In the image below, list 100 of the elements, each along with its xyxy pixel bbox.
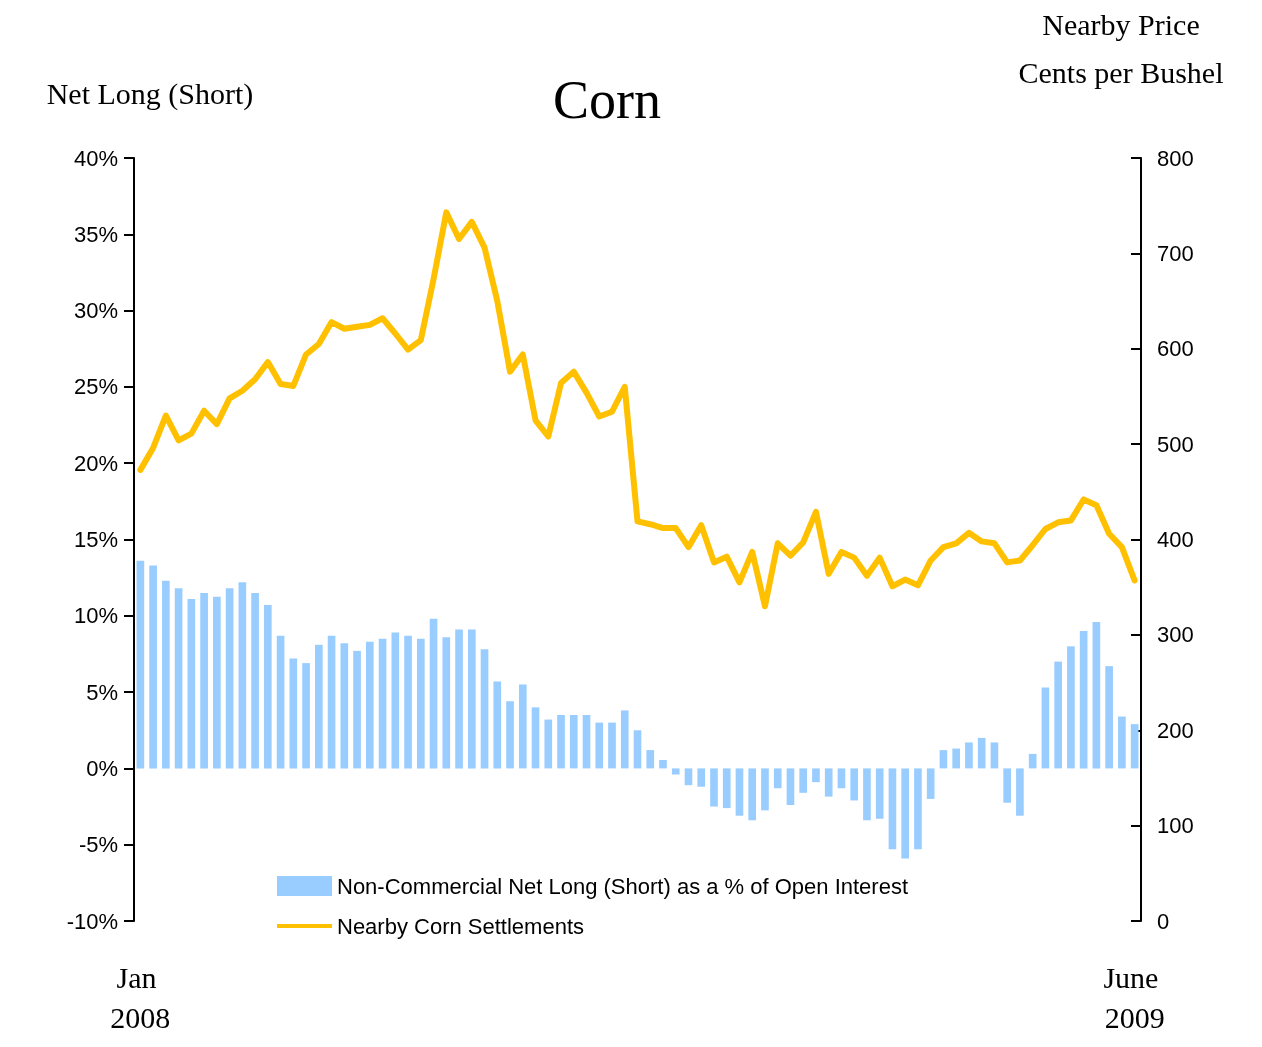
y2-tick-label: 600: [1157, 336, 1194, 362]
bar: [136, 560, 145, 769]
y2-tick-label: 300: [1157, 622, 1194, 648]
bar: [149, 565, 157, 769]
y-tick-label: 0%: [86, 755, 118, 781]
bar: [926, 768, 935, 799]
bar: [353, 650, 361, 769]
y-tick-label: -5%: [78, 832, 118, 858]
y2-tick-label: 200: [1157, 717, 1194, 743]
bar: [213, 596, 221, 769]
bar: [302, 663, 310, 769]
bar: [442, 637, 451, 769]
bar: [1054, 661, 1062, 769]
bar: [225, 588, 234, 769]
bar: [238, 582, 247, 769]
bar: [174, 588, 183, 769]
bar: [1079, 631, 1088, 769]
bar: [952, 748, 960, 769]
bar: [1105, 666, 1113, 769]
bar: [493, 681, 502, 769]
y-tick-label: 15%: [73, 527, 118, 552]
x-tick-label: June 2009: [1103, 960, 1166, 1034]
y2-tick-label: 500: [1157, 431, 1194, 457]
bar: [544, 719, 553, 769]
y2-tick-label: 800: [1157, 145, 1194, 171]
bar: [340, 643, 349, 769]
bar: [722, 768, 731, 809]
bar: [455, 629, 463, 769]
bar: [786, 768, 795, 806]
bar: [1016, 768, 1024, 816]
bar: [977, 737, 986, 769]
bar: [888, 768, 897, 850]
bar: [697, 768, 706, 787]
bar: [378, 638, 387, 769]
bar: [799, 768, 808, 793]
bar: [646, 750, 655, 769]
bar: [659, 760, 667, 769]
bar: [901, 768, 910, 859]
y2-tick-label: 700: [1157, 240, 1194, 266]
y2-axis-title: Nearby Price Cents per Bushel: [1018, 7, 1224, 89]
bar: [595, 722, 604, 769]
bar: [404, 635, 412, 769]
bar: [251, 592, 259, 769]
bar: [327, 635, 336, 769]
bar: [518, 684, 527, 769]
bar: [863, 768, 871, 821]
bar: [773, 768, 782, 789]
y-tick-label: 10%: [73, 603, 118, 629]
bar: [531, 707, 540, 769]
bar: [608, 722, 616, 769]
bar: [710, 768, 718, 807]
bar: [429, 618, 438, 769]
bar: [965, 742, 973, 769]
bar: [506, 701, 514, 769]
chart-title: Corn: [553, 70, 661, 130]
bar: [467, 629, 476, 769]
bar: [1041, 687, 1050, 769]
bar: [200, 592, 208, 769]
y-tick-label: 20%: [73, 450, 118, 476]
y-tick-label: 35%: [73, 221, 118, 247]
bar: [569, 714, 578, 769]
bar: [315, 644, 323, 769]
bar: [990, 742, 999, 769]
bar: [1130, 724, 1139, 769]
bar: [187, 599, 196, 769]
bar: [671, 768, 680, 775]
y-tick-label: 25%: [73, 374, 118, 400]
y2-tick-label: 400: [1157, 527, 1194, 552]
bar: [1067, 646, 1075, 769]
bar: [289, 658, 298, 769]
bar: [582, 714, 591, 769]
bar: [735, 768, 744, 816]
bar: [162, 580, 170, 769]
bar: [812, 768, 820, 783]
y2-tick-label: 100: [1157, 813, 1194, 839]
bar: [684, 768, 693, 786]
bar: [939, 750, 948, 769]
bar: [620, 710, 629, 769]
bar: [837, 768, 846, 789]
y2-tick-label: 0: [1157, 908, 1170, 934]
legend-label: Non-Commercial Net Long (Short) as a % of Open Interest: [337, 873, 909, 899]
bar: [824, 768, 833, 797]
bar: [875, 768, 884, 819]
y-tick-label: 5%: [86, 679, 118, 705]
bar: [633, 730, 642, 769]
bar: [914, 768, 922, 850]
bar: [480, 649, 489, 769]
bar: [761, 768, 769, 811]
bar: [365, 641, 374, 769]
legend-label: Nearby Corn Settlements: [337, 913, 584, 939]
y-tick-label: -10%: [66, 908, 118, 934]
bar: [416, 638, 425, 769]
bar: [748, 768, 757, 821]
bar: [1118, 716, 1126, 769]
bar: [276, 635, 285, 769]
bar: [391, 632, 400, 769]
y-axis-title: Net Long (Short): [46, 76, 254, 111]
y-tick-label: 40%: [73, 145, 118, 171]
x-tick-label: Jan 2008: [110, 960, 171, 1034]
bar: [264, 605, 272, 769]
